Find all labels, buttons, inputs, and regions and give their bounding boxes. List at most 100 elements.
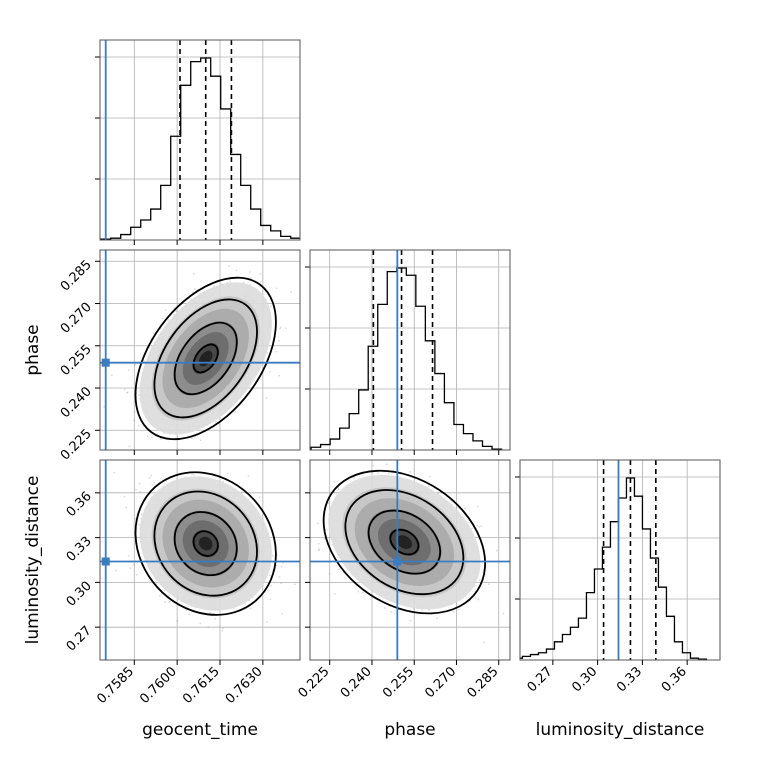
- panel-content: [100, 250, 300, 459]
- contour-line: [389, 528, 420, 556]
- scatter-point: [279, 327, 281, 330]
- scatter-point: [271, 554, 274, 557]
- scatter-point: [134, 364, 136, 366]
- scatter-point: [328, 572, 331, 575]
- scatter-point: [226, 472, 229, 475]
- scatter-point: [167, 319, 170, 321]
- scatter-point: [138, 482, 141, 485]
- contour-line: [173, 511, 238, 577]
- scatter-point: [135, 573, 138, 576]
- scatter-point: [164, 601, 166, 603]
- panel-2d-geocent_time-phase: [99, 249, 301, 459]
- axis-label-y-luminosity_distance: luminosity_distance: [23, 476, 43, 645]
- contour-line: [134, 276, 277, 441]
- scatter-point: [464, 507, 466, 510]
- density-level: [396, 535, 413, 549]
- contour-line: [344, 489, 465, 596]
- axis-label-x-geocent_time: geocent_time: [142, 720, 258, 740]
- scatter-point: [266, 621, 268, 623]
- tick-label-x: 0.255: [380, 664, 417, 701]
- truth-marker: [101, 557, 110, 566]
- scatter-point: [209, 611, 212, 614]
- scatter-point: [325, 528, 328, 531]
- scatter-point: [229, 280, 231, 283]
- scatter-point: [316, 522, 319, 525]
- tick-label-x: 0.33: [614, 664, 645, 695]
- scatter-point: [275, 287, 278, 290]
- scatter-point: [269, 370, 271, 373]
- scatter-point: [214, 420, 217, 423]
- scatter-point: [427, 609, 430, 611]
- scatter-point: [139, 490, 142, 493]
- scatter-point: [235, 269, 238, 272]
- scatter-point: [480, 525, 483, 528]
- scatter-point: [476, 524, 479, 527]
- scatter-point: [192, 474, 195, 476]
- scatter-point: [193, 272, 195, 275]
- scatter-point: [471, 527, 473, 530]
- scatter-point: [436, 617, 438, 620]
- scatter-point: [429, 475, 431, 478]
- scatter-point: [265, 397, 268, 399]
- scatter-point: [142, 359, 145, 362]
- scatter-point: [280, 565, 283, 568]
- tick-label-x: 0.225: [296, 664, 333, 701]
- scatter-point: [126, 391, 129, 394]
- scatter-point: [357, 454, 359, 456]
- scatter-point: [115, 569, 118, 572]
- scatter-point: [279, 326, 282, 329]
- scatter-point: [412, 607, 415, 610]
- scatter-point: [151, 436, 153, 439]
- scatter-point: [161, 317, 164, 320]
- scatter-point: [278, 339, 280, 342]
- scatter-point: [383, 607, 386, 609]
- scatter-point: [290, 291, 292, 294]
- scatter-point: [333, 592, 336, 595]
- scatter-point: [267, 589, 270, 592]
- scatter-point: [409, 619, 412, 622]
- scatter-point: [192, 451, 194, 453]
- tick-label-x: 0.30: [569, 664, 600, 695]
- scatter-point: [191, 473, 193, 476]
- scatter-point: [421, 609, 423, 611]
- scatter-point: [153, 481, 156, 484]
- scatter-point: [317, 549, 320, 552]
- scatter-point: [478, 578, 481, 581]
- hist-panel-phase: [305, 249, 511, 451]
- scatter-point: [176, 435, 179, 438]
- scatter-point: [537, 600, 539, 602]
- scatter-point: [170, 457, 172, 459]
- contour-line: [322, 469, 487, 615]
- scatter-point: [110, 374, 113, 377]
- contour-line: [173, 321, 238, 396]
- scatter-point: [502, 612, 505, 615]
- scatter-point: [452, 610, 455, 613]
- scatter-point: [353, 476, 356, 479]
- histogram-geocent_time: [100, 57, 300, 240]
- scatter-point: [294, 583, 296, 586]
- scatter-point: [427, 485, 430, 488]
- scatter-point: [138, 524, 141, 526]
- contour-line: [134, 471, 277, 616]
- scatter-point: [129, 567, 132, 570]
- contour-line: [367, 509, 441, 575]
- scatter-point: [317, 542, 320, 545]
- panel-2d-phase-luminosity_distance: [309, 454, 539, 661]
- scatter-point: [409, 471, 411, 473]
- hist-panel-geocent_time: [95, 39, 301, 241]
- scatter-point: [193, 288, 196, 290]
- scatter-point: [234, 411, 237, 414]
- scatter-point: [275, 350, 278, 353]
- scatter-point: [103, 405, 106, 408]
- scatter-point: [269, 598, 272, 601]
- scatter-point: [385, 463, 388, 466]
- panel-content: [310, 454, 539, 660]
- scatter-point: [357, 590, 360, 593]
- panel-frame: [309, 459, 511, 661]
- tick-label-y: 0.36: [64, 489, 95, 520]
- scatter-point: [163, 482, 166, 485]
- scatter-point: [281, 612, 284, 615]
- scatter-point: [150, 474, 153, 477]
- scatter-point: [194, 435, 197, 438]
